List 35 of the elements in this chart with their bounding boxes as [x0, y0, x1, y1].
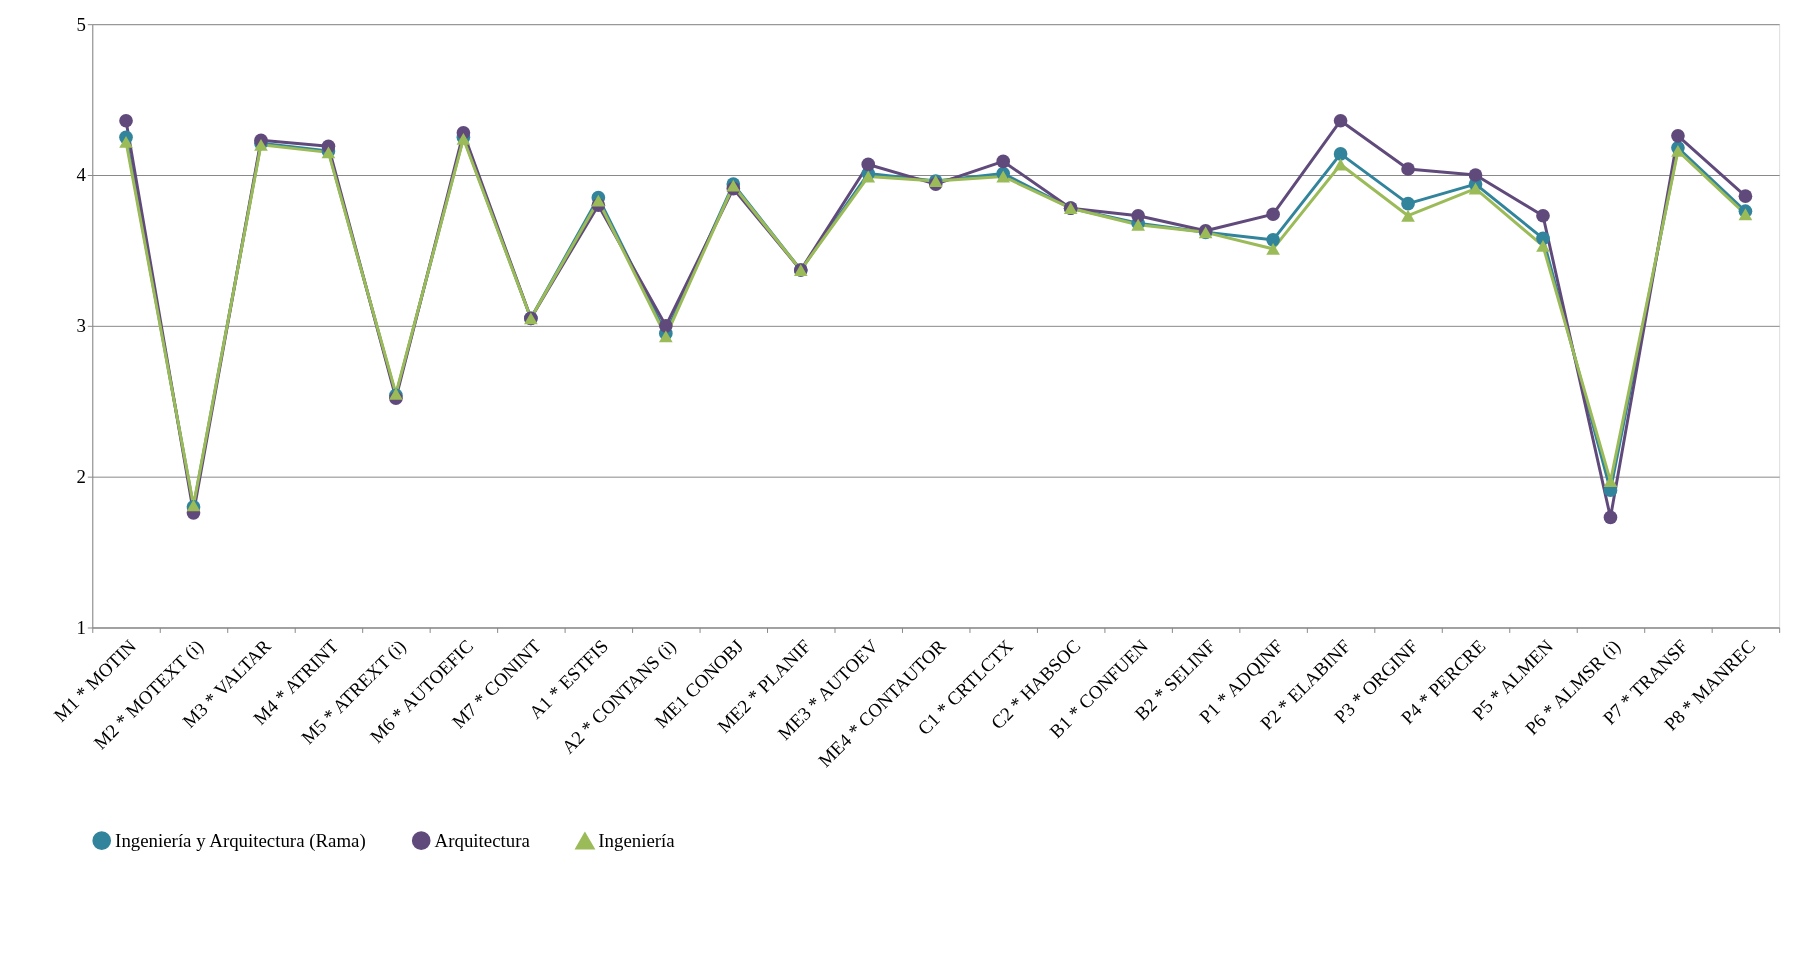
- point: [1536, 208, 1550, 223]
- point: [591, 194, 606, 207]
- point: [861, 157, 876, 172]
- point: [1738, 189, 1753, 203]
- point: [861, 170, 876, 183]
- point: [1468, 168, 1483, 182]
- point: [1333, 158, 1348, 171]
- point: [1401, 209, 1415, 222]
- point: [119, 113, 133, 128]
- point: [996, 170, 1011, 183]
- point: [996, 154, 1011, 169]
- y-tick-label: 4: [76, 164, 87, 186]
- point: [1468, 182, 1483, 195]
- y-tick-label: 5: [76, 13, 86, 35]
- legend-label: Ingeniería: [598, 830, 676, 852]
- y-tick-label: 3: [76, 315, 86, 337]
- point: [1401, 162, 1415, 176]
- point: [1401, 196, 1415, 211]
- legend-label: Ingeniería y Arquitectura (Rama): [115, 829, 366, 852]
- legend-label: Arquitectura: [434, 829, 531, 851]
- point: [1671, 128, 1685, 143]
- y-tick-label: 2: [76, 466, 86, 488]
- point: [1333, 147, 1348, 161]
- point: [1536, 239, 1550, 252]
- point: [1266, 243, 1280, 255]
- point: [1266, 207, 1280, 222]
- point: [1738, 208, 1753, 221]
- point: [119, 135, 133, 148]
- point: [1266, 233, 1280, 247]
- point: [658, 330, 673, 343]
- point: [1131, 208, 1145, 223]
- point: [658, 319, 673, 333]
- point: [1603, 510, 1618, 525]
- y-tick-label: 1: [76, 616, 86, 638]
- point: [1333, 113, 1348, 128]
